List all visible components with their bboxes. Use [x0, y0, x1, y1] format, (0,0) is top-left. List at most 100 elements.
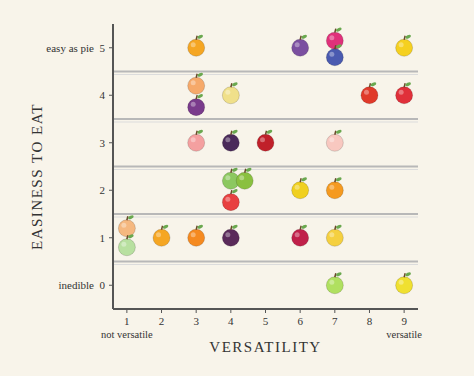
x-tick-label: 3 — [193, 315, 199, 327]
grid-line-shadow — [113, 169, 418, 170]
fruit-shine — [225, 137, 230, 142]
fruit-point — [396, 34, 413, 56]
fruit-body — [188, 39, 205, 56]
fruit-stem — [335, 273, 336, 277]
fruit-body — [188, 134, 205, 151]
fruit-point — [361, 82, 378, 104]
x-tick — [196, 309, 197, 313]
grid-line-shadow — [113, 264, 418, 265]
fruit-point — [292, 224, 309, 246]
grid-line — [113, 166, 418, 168]
fruit-leaf — [127, 215, 134, 220]
fruit-leaf — [335, 27, 342, 32]
fruit-stem — [196, 226, 197, 230]
fruit-shine — [239, 175, 244, 180]
fruit-leaf — [335, 44, 342, 49]
fruit-point — [222, 188, 239, 210]
x-tick-label: 9 — [401, 315, 407, 327]
fruit-stem — [335, 226, 336, 230]
x-tick — [300, 309, 301, 313]
fruit-point — [188, 34, 205, 56]
annotation: not versatile — [101, 329, 153, 340]
fruit-shine — [191, 80, 196, 85]
fruit-shine — [295, 42, 300, 47]
fruit-shine — [191, 232, 196, 237]
fruit-leaf — [301, 34, 308, 39]
fruit-stem — [231, 169, 232, 173]
fruit-body — [396, 277, 413, 294]
fruit-body — [326, 32, 343, 49]
fruit-body — [188, 99, 205, 116]
y-tick — [109, 47, 113, 48]
fruit-shine — [329, 280, 334, 285]
background — [0, 0, 474, 376]
fruit-stem — [231, 83, 232, 87]
fruit-point — [326, 177, 343, 199]
fruit-stem — [404, 273, 405, 277]
x-tick — [404, 309, 405, 313]
fruit-leaf — [197, 224, 204, 229]
fruit-leaf — [335, 177, 342, 182]
fruit-shine — [225, 90, 230, 95]
fruit-leaf — [231, 129, 238, 134]
fruit-leaf — [231, 167, 238, 172]
grid-line — [113, 118, 418, 120]
fruit-shine — [364, 90, 369, 95]
grid-line-shadow — [113, 74, 418, 75]
fruit-body — [257, 134, 274, 151]
fruit-point — [292, 34, 309, 56]
y-axis — [112, 24, 114, 309]
fruit-point — [257, 129, 274, 151]
fruit-point — [396, 82, 413, 104]
fruit-leaf — [231, 188, 238, 193]
chart: inedible 01234easy as pie 5123456789not … — [0, 0, 474, 376]
fruit-stem — [335, 29, 336, 33]
fruit-leaf — [266, 129, 273, 134]
x-tick-label: 5 — [263, 315, 269, 327]
fruit-stem — [162, 226, 163, 230]
fruit-shine — [225, 232, 230, 237]
fruit-stem — [231, 190, 232, 194]
y-tick — [109, 190, 113, 191]
x-tick — [369, 309, 370, 313]
fruit-point — [222, 82, 239, 104]
fruit-leaf — [197, 72, 204, 77]
fruit-point — [188, 72, 205, 94]
x-tick-label: 1 — [124, 315, 130, 327]
x-tick — [334, 309, 335, 313]
fruit-point — [118, 234, 135, 256]
x-tick-label: 2 — [159, 315, 165, 327]
fruit-leaf — [405, 82, 412, 87]
fruit-shine — [329, 232, 334, 237]
fruit-body — [188, 77, 205, 94]
x-tick-label: 8 — [367, 315, 373, 327]
y-tick-label: 3 — [100, 137, 106, 149]
x-tick — [230, 309, 231, 313]
fruit-leaf — [231, 224, 238, 229]
annotation: versatile — [386, 329, 422, 340]
fruit-body — [326, 49, 343, 66]
fruit-shine — [121, 223, 126, 228]
fruit-body — [236, 172, 253, 189]
fruit-leaf — [162, 224, 169, 229]
fruit-point — [326, 272, 343, 294]
fruit-leaf — [245, 167, 252, 172]
y-tick — [109, 237, 113, 238]
y-tick-label: 1 — [100, 232, 106, 244]
y-tick — [109, 142, 113, 143]
fruit-leaf — [405, 272, 412, 277]
fruit-point — [153, 224, 170, 246]
fruit-point — [326, 44, 343, 66]
x-tick — [265, 309, 266, 313]
grid-line — [113, 261, 418, 263]
fruit-leaf — [197, 93, 204, 98]
fruit-body — [396, 39, 413, 56]
fruit-shine — [295, 232, 300, 237]
fruit-body — [292, 39, 309, 56]
fruit-shine — [260, 137, 265, 142]
fruit-stem — [369, 83, 370, 87]
fruit-body — [361, 87, 378, 104]
fruit-point — [188, 224, 205, 246]
fruit-shine — [399, 42, 404, 47]
fruit-point — [292, 177, 309, 199]
